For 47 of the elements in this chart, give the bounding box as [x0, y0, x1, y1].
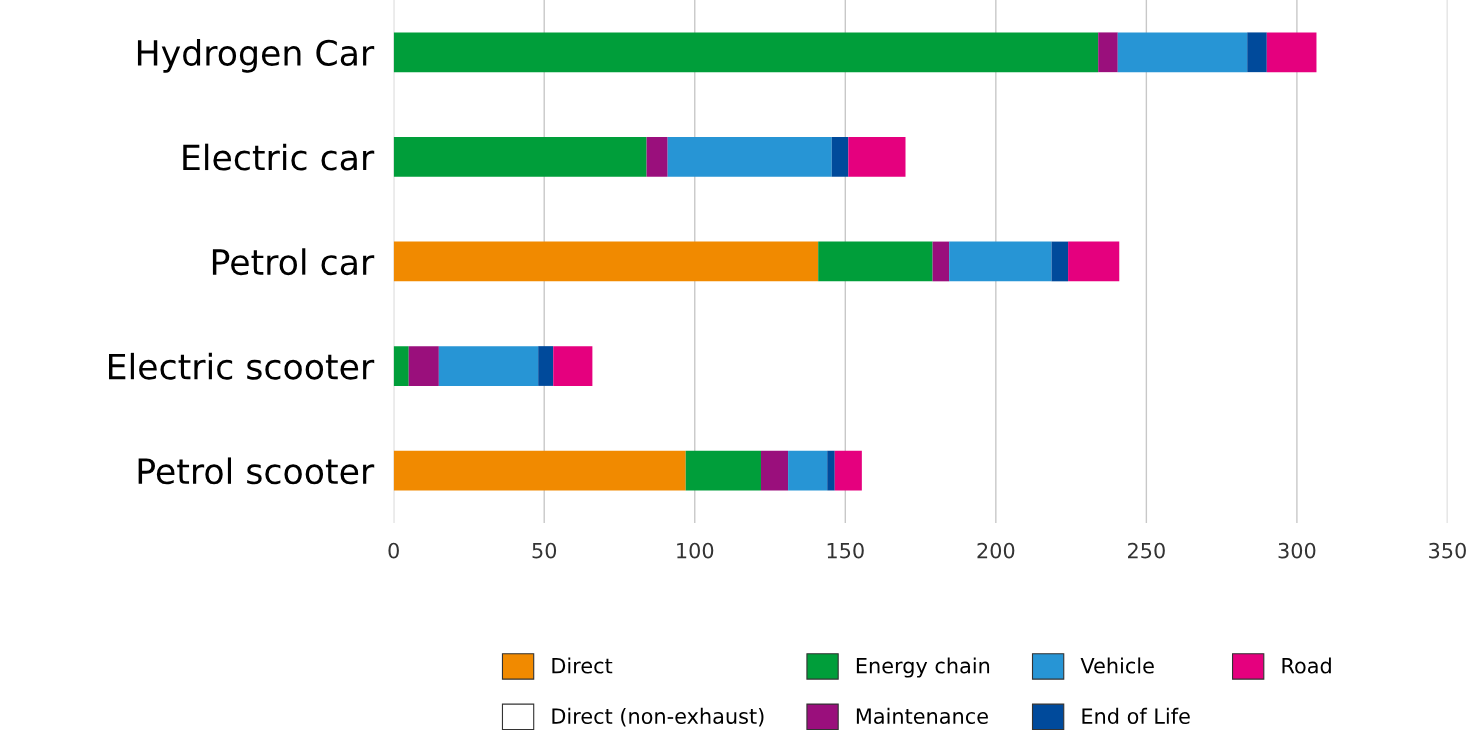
- bar: [1051, 241, 1069, 282]
- y-tick-label: Hydrogen Car: [137, 39, 375, 73]
- bar: [438, 346, 539, 386]
- x-tick-label: 150: [827, 542, 864, 559]
- bar: [393, 137, 647, 177]
- x-tick-label: 350: [1429, 542, 1466, 559]
- legend-label: Road: [1282, 657, 1331, 674]
- bar: [553, 346, 593, 386]
- bar: [685, 450, 761, 491]
- x-tick-label: 100: [677, 542, 714, 559]
- x-tick-label: 50: [532, 542, 557, 559]
- bar: [760, 450, 789, 491]
- bar: [827, 450, 835, 491]
- bar: [932, 241, 950, 282]
- bar: [949, 241, 1052, 282]
- y-tick-label: Electric scooter: [109, 352, 375, 380]
- y-tick-label: Petrol scooter: [138, 457, 375, 485]
- x-tick-label: 0: [388, 542, 399, 559]
- bar: [818, 241, 933, 282]
- bar: [667, 137, 832, 177]
- bar: [1247, 32, 1267, 73]
- bar: [831, 137, 849, 177]
- bar: [1068, 241, 1120, 282]
- bar: [646, 137, 668, 177]
- bar: [834, 450, 862, 491]
- bar: [393, 450, 686, 491]
- legend-label: End of Life: [1082, 707, 1190, 724]
- y-tick-label: Petrol car: [212, 248, 375, 276]
- legend-label: Energy chain: [856, 657, 990, 678]
- bar: [393, 32, 1099, 73]
- bar: [393, 241, 819, 282]
- bar: [788, 450, 828, 491]
- x-tick-label: 250: [1128, 542, 1165, 559]
- bar: [538, 346, 554, 386]
- bar: [1117, 32, 1248, 73]
- legend-label: Vehicle: [1080, 657, 1154, 674]
- legend-label: Direct (non-exhaust): [552, 707, 764, 727]
- x-tick-label: 200: [977, 542, 1015, 559]
- bar: [848, 137, 906, 177]
- y-tick-label: Electric car: [183, 143, 375, 171]
- x-tick-label: 300: [1278, 542, 1316, 559]
- bar: [393, 346, 409, 386]
- bar: [1266, 32, 1317, 73]
- bar: [1098, 32, 1118, 73]
- bar: [408, 346, 439, 386]
- legend-label: Maintenance: [856, 707, 988, 724]
- legend-label: Direct: [552, 657, 613, 674]
